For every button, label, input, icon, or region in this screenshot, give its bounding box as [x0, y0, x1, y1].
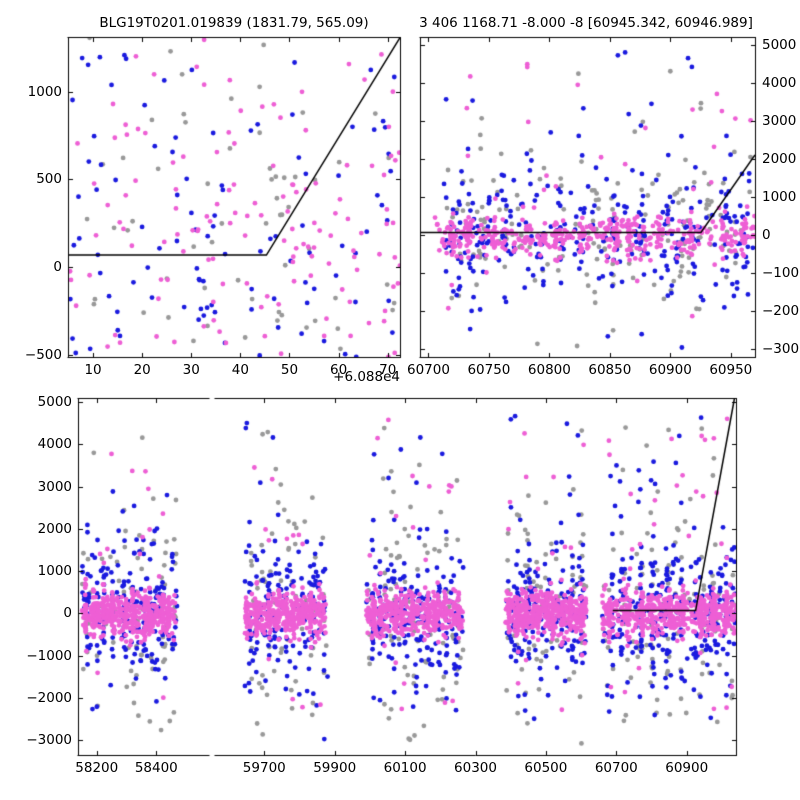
top-right-plot-title: 3 406 1168.71 -8.000 -8 [60945.342, 6094…: [419, 15, 753, 31]
x-axis-offset-label: +6.088e4: [333, 369, 400, 385]
top-left-plot-title: BLG19T0201.019839 (1831.79, 565.09): [99, 15, 369, 31]
